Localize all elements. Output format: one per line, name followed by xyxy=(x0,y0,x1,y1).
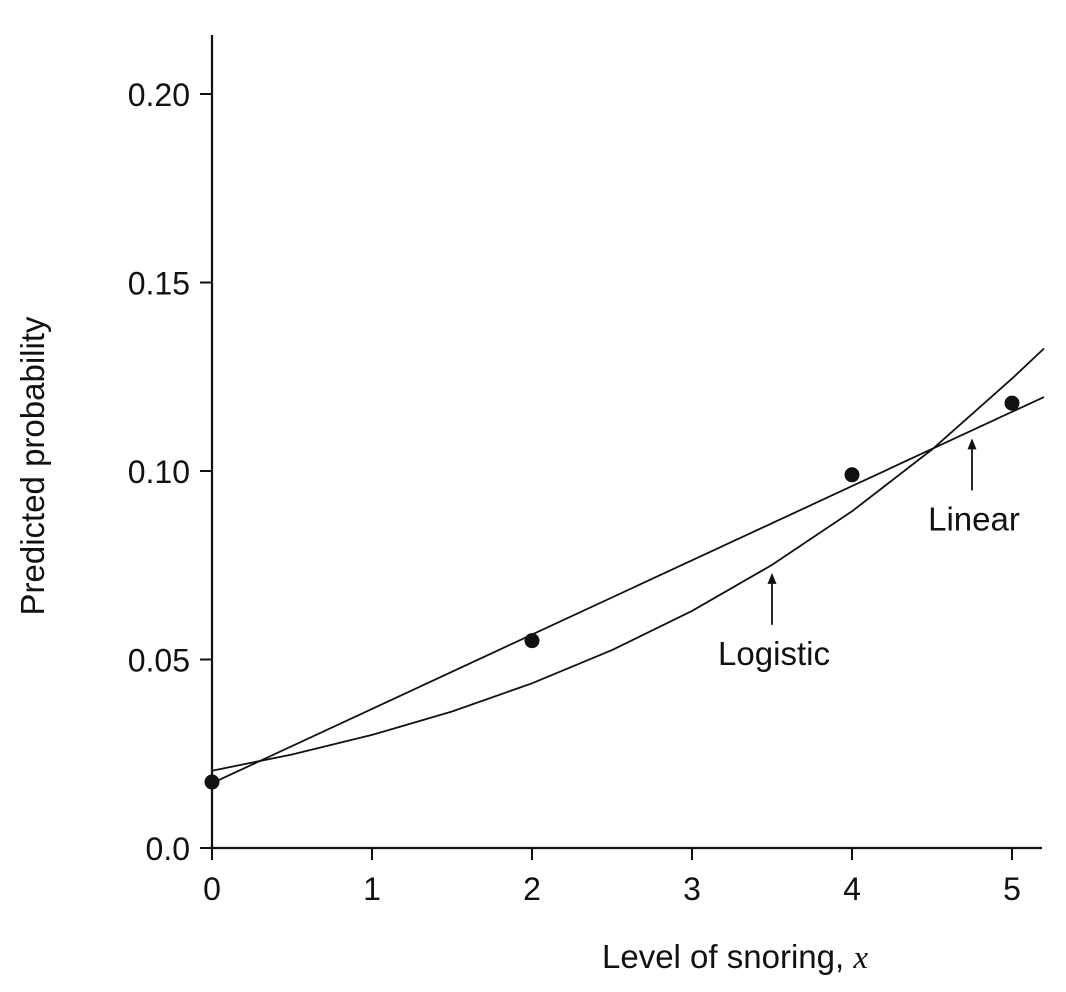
annotation-label-linear: Linear xyxy=(928,500,1020,537)
y-tick-label: 0.20 xyxy=(128,77,190,113)
observed-points xyxy=(204,395,1020,790)
y-tick-label: 0.0 xyxy=(146,831,190,867)
annotation-arrow-head xyxy=(967,438,977,450)
y-axis-label: Predicted probability xyxy=(14,316,51,615)
annotations: Linear Logistic xyxy=(718,438,1020,672)
x-axis-label: Level of snoring, x xyxy=(602,938,868,976)
x-tick-label: 1 xyxy=(363,871,381,907)
series-lines xyxy=(211,347,1045,785)
data-point xyxy=(844,467,860,483)
data-point xyxy=(1004,395,1020,411)
y-tick-label: 0.05 xyxy=(128,643,190,679)
x-tick-label: 3 xyxy=(683,871,701,907)
x-tick-label: 2 xyxy=(523,871,541,907)
x-tick-label: 5 xyxy=(1003,871,1021,907)
y-tick-label: 0.15 xyxy=(128,266,190,302)
annotation-arrow-head xyxy=(767,572,777,584)
x-tick-label: 4 xyxy=(843,871,861,907)
annotation-label-logistic: Logistic xyxy=(718,635,830,672)
series-line-logistic xyxy=(211,347,1045,772)
axes: 0 1 2 3 4 5 0.0 0.05 0.10 0.15 0.20 xyxy=(128,35,1042,907)
series-line-linear xyxy=(211,396,1045,785)
data-point xyxy=(204,774,220,790)
x-tick-label: 0 xyxy=(203,871,221,907)
data-point xyxy=(524,633,540,649)
y-tick-label: 0.10 xyxy=(128,454,190,490)
